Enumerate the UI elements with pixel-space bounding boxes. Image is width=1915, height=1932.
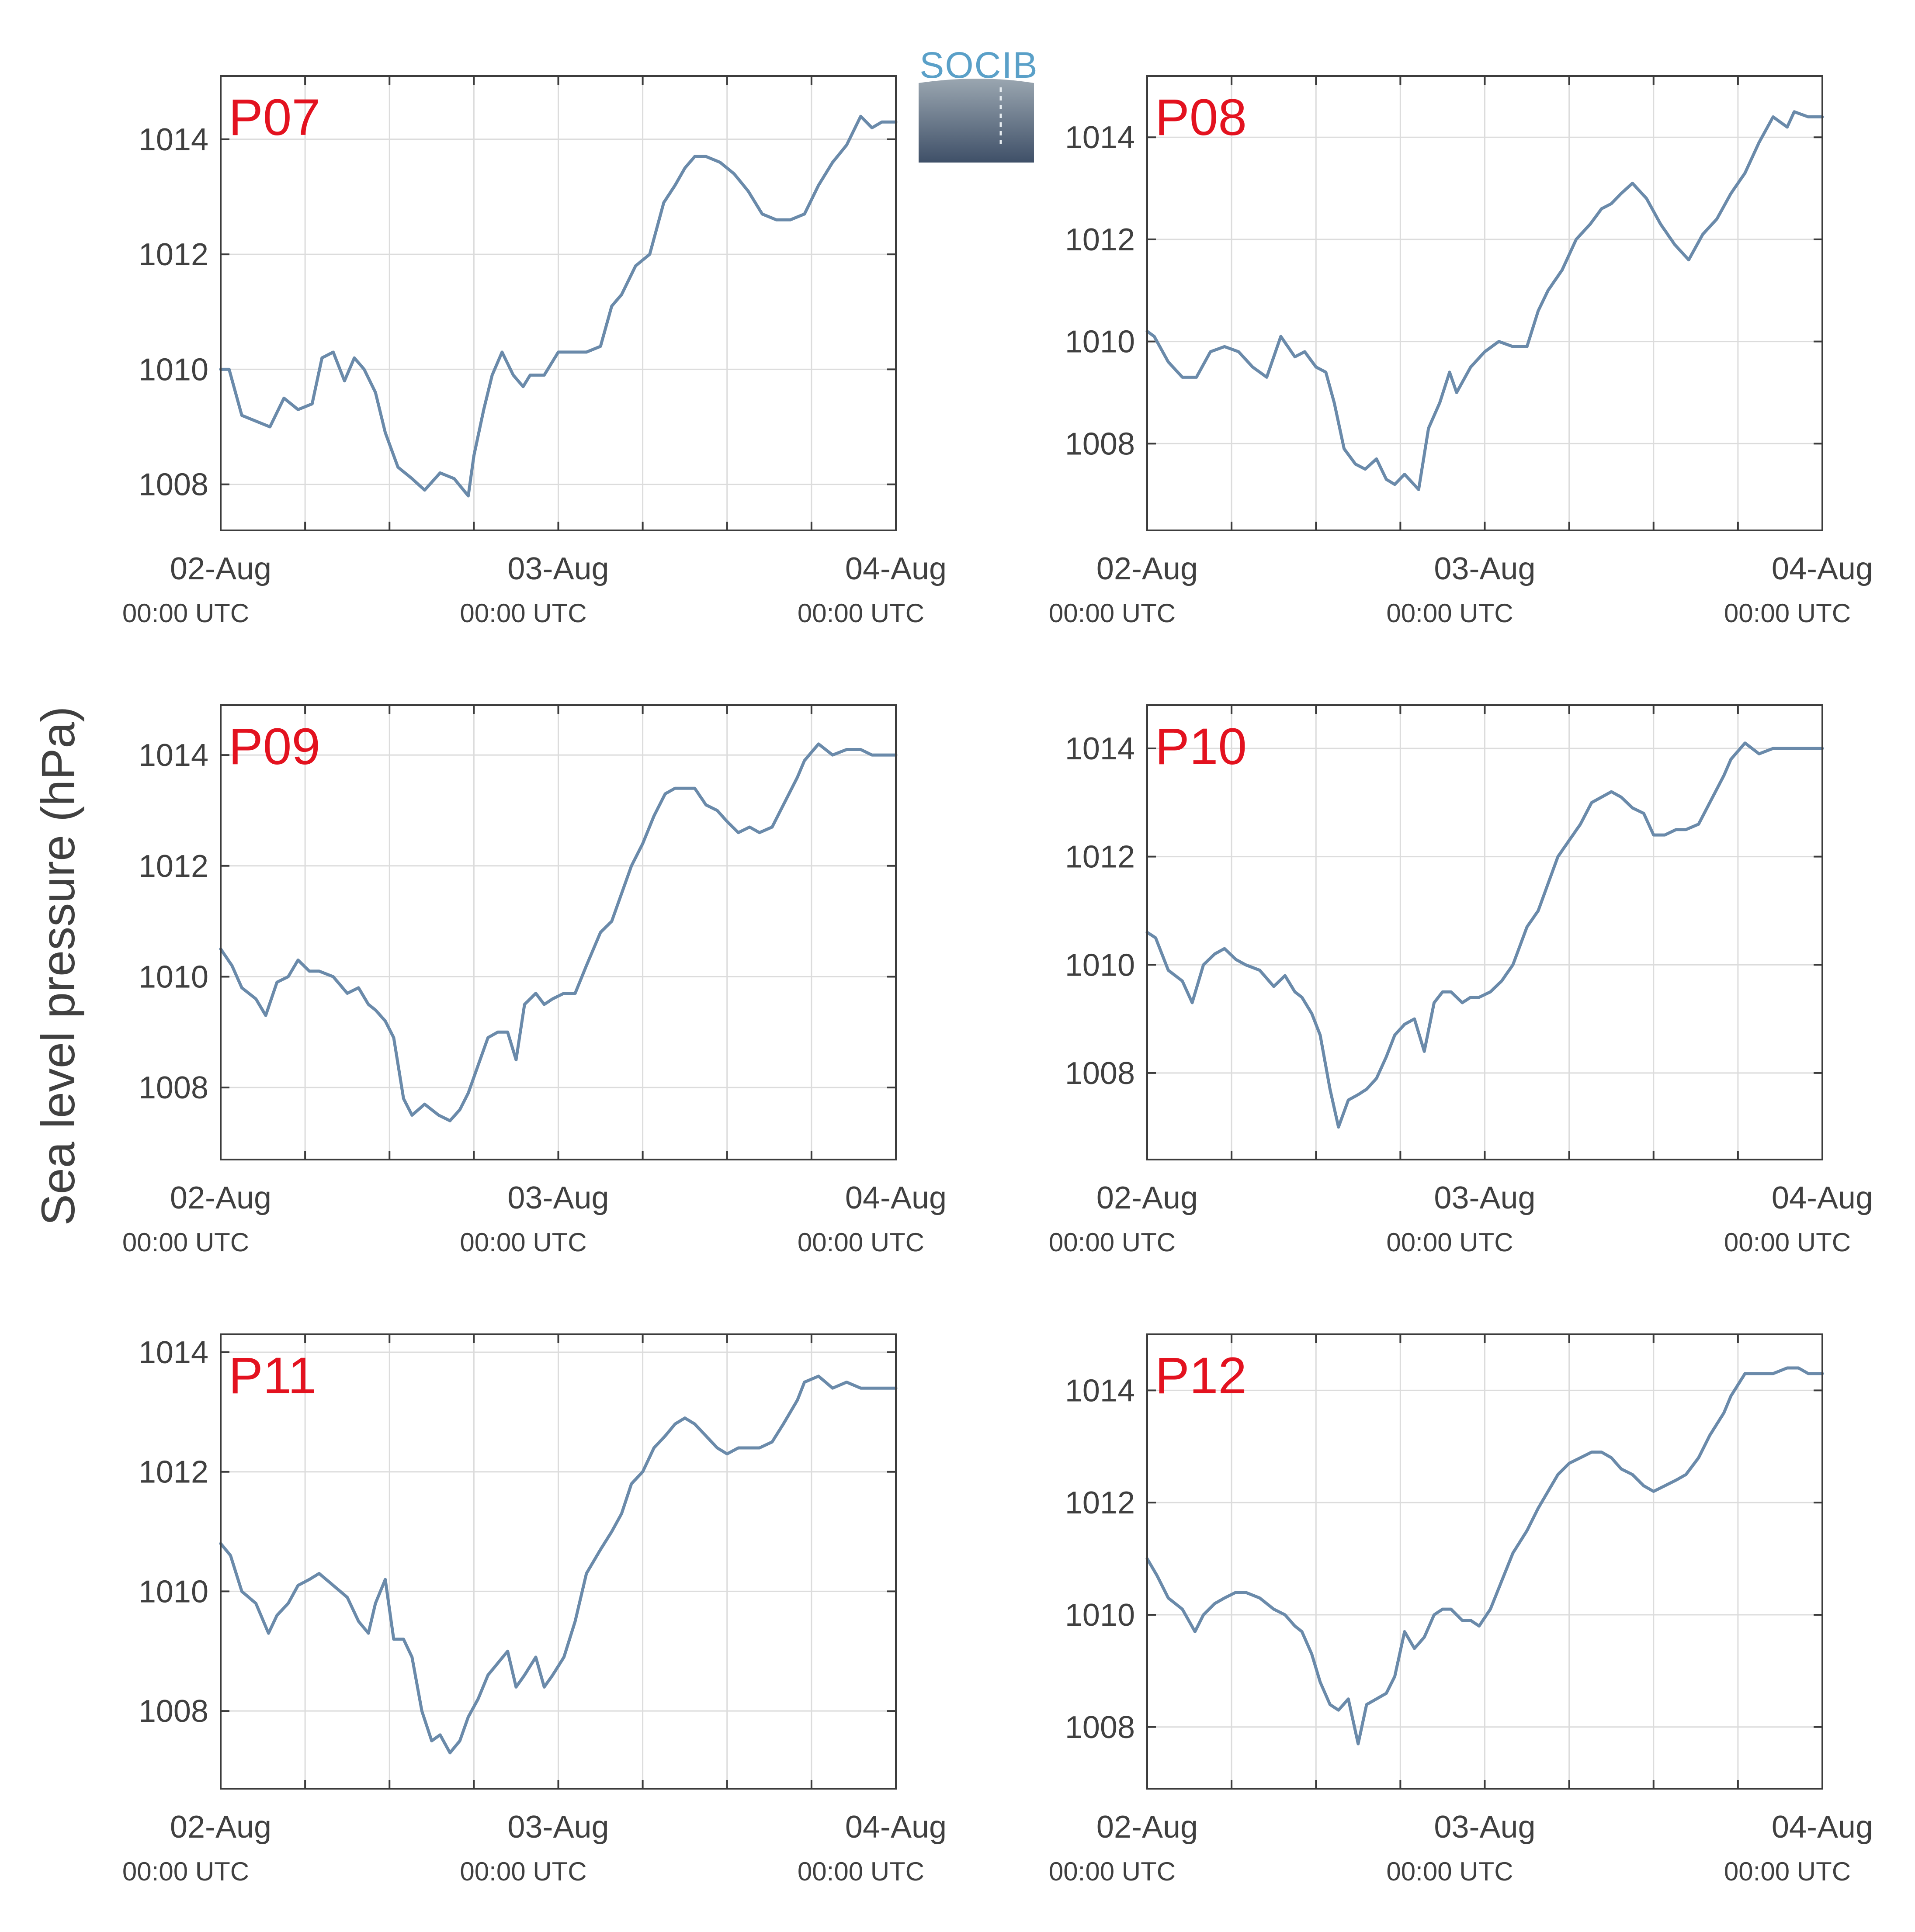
y-tick-label: 1012 (1065, 1485, 1135, 1520)
x-tick-sublabel: 00:00 UTC (460, 1857, 586, 1886)
y-tick-label: 1014 (1065, 731, 1135, 766)
y-tick-label: 1012 (139, 849, 208, 884)
y-tick-label: 1010 (1065, 325, 1135, 360)
chart-panel-p11: 1008 1010 1012 1014 02-Aug 00:00 UTC 03-Aug 00:… (122, 1333, 947, 1886)
panel-label-p07: P07 (229, 89, 320, 146)
x-tick-sublabel: 00:00 UTC (798, 1857, 924, 1886)
y-tick-label: 1010 (139, 1574, 208, 1609)
x-tick-label: 04-Aug (845, 1810, 947, 1845)
y-tick-label: 1014 (1065, 120, 1135, 155)
x-tick-sublabel: 00:00 UTC (122, 1228, 249, 1257)
panel-label-p11: P11 (229, 1347, 316, 1405)
series-line-p11 (219, 1375, 898, 1755)
plot-frame (220, 1333, 897, 1790)
series-line-p10 (1145, 741, 1824, 1129)
y-tick-label: 1008 (139, 1694, 208, 1729)
y-tick-label: 1008 (1065, 1710, 1135, 1745)
x-tick-label: 03-Aug (507, 551, 609, 586)
plot-frame (1146, 75, 1823, 531)
x-tick-label: 03-Aug (1434, 1810, 1535, 1845)
x-tick-label: 04-Aug (1772, 1181, 1873, 1215)
panel-label-p08: P08 (1155, 89, 1247, 146)
socib-logo-wave (919, 79, 1034, 163)
x-tick-sublabel: 00:00 UTC (1049, 1228, 1176, 1257)
x-tick-label: 04-Aug (845, 1181, 947, 1215)
x-tick-sublabel: 00:00 UTC (1049, 599, 1176, 628)
x-tick-sublabel: 00:00 UTC (460, 1228, 586, 1257)
x-tick-sublabel: 00:00 UTC (1386, 1857, 1513, 1886)
x-tick-sublabel: 00:00 UTC (1386, 1228, 1513, 1257)
x-tick-label: 02-Aug (1096, 1181, 1198, 1215)
x-tick-label: 03-Aug (1434, 1181, 1535, 1215)
y-tick-label: 1008 (139, 1070, 208, 1105)
y-tick-label: 1014 (1065, 1373, 1135, 1408)
chart-panel-p10: 1008 1010 1012 1014 02-Aug 00:00 UTC 03-Aug 00:… (1049, 704, 1873, 1257)
x-tick-label: 04-Aug (845, 551, 947, 586)
series-line-p12 (1145, 1366, 1824, 1745)
y-tick-label: 1010 (139, 352, 208, 387)
chart-panel-p07: 1008 1010 1012 1014 02-Aug 00:00 UTC 03-Aug 00:… (122, 75, 947, 628)
y-tick-label: 1012 (1065, 840, 1135, 875)
x-tick-label: 02-Aug (170, 1181, 271, 1215)
y-tick-label: 1008 (1065, 426, 1135, 461)
x-tick-label: 03-Aug (507, 1181, 609, 1215)
y-tick-label: 1010 (139, 959, 208, 994)
x-tick-sublabel: 00:00 UTC (798, 1228, 924, 1257)
panel-label-p10: P10 (1155, 718, 1247, 776)
x-tick-sublabel: 00:00 UTC (1724, 599, 1851, 628)
y-tick-label: 1014 (139, 738, 208, 773)
x-tick-sublabel: 00:00 UTC (1386, 599, 1513, 628)
y-tick-label: 1008 (1065, 1056, 1135, 1091)
plot-frame (1146, 704, 1823, 1160)
x-tick-label: 02-Aug (170, 1810, 271, 1845)
x-tick-label: 03-Aug (507, 1810, 609, 1845)
panel-label-p12: P12 (1155, 1347, 1247, 1405)
y-tick-label: 1014 (139, 1335, 208, 1370)
y-tick-label: 1008 (139, 467, 208, 502)
socib-logo: SOCIB (919, 45, 1037, 163)
x-tick-label: 04-Aug (1772, 551, 1873, 586)
x-tick-sublabel: 00:00 UTC (122, 599, 249, 628)
x-tick-sublabel: 00:00 UTC (460, 599, 586, 628)
x-tick-sublabel: 00:00 UTC (1049, 1857, 1176, 1886)
x-tick-label: 04-Aug (1772, 1810, 1873, 1845)
x-tick-sublabel: 00:00 UTC (1724, 1228, 1851, 1257)
series-line-p07 (219, 114, 898, 498)
y-tick-label: 1012 (1065, 222, 1135, 257)
chart-panel-p12: 1008 1010 1012 1014 02-Aug 00:00 UTC 03-Aug 00:… (1049, 1333, 1873, 1886)
y-tick-label: 1010 (1065, 1598, 1135, 1633)
x-tick-sublabel: 00:00 UTC (122, 1857, 249, 1886)
plot-frame (220, 704, 897, 1160)
plot-frame (220, 75, 897, 531)
x-tick-label: 02-Aug (170, 551, 271, 586)
y-tick-label: 1014 (139, 122, 208, 157)
series-line-p09 (219, 742, 898, 1122)
series-line-p08 (1145, 110, 1824, 491)
x-tick-label: 03-Aug (1434, 551, 1535, 586)
y-tick-label: 1010 (1065, 948, 1135, 983)
y-tick-label: 1012 (139, 237, 208, 272)
x-tick-sublabel: 00:00 UTC (798, 599, 924, 628)
y-axis-label: Sea level pressure (hPa) (31, 706, 84, 1226)
plot-frame (1146, 1333, 1823, 1790)
chart-panel-p08: 1008 1010 1012 1014 02-Aug 00:00 UTC 03-Aug 00:… (1049, 75, 1873, 628)
x-tick-label: 02-Aug (1096, 551, 1198, 586)
y-tick-label: 1012 (139, 1455, 208, 1490)
x-tick-sublabel: 00:00 UTC (1724, 1857, 1851, 1886)
panel-label-p09: P09 (229, 718, 320, 776)
x-tick-label: 02-Aug (1096, 1810, 1198, 1845)
chart-panel-p09: 1008 1010 1012 1014 02-Aug 00:00 UTC 03-Aug 00:… (122, 704, 947, 1257)
